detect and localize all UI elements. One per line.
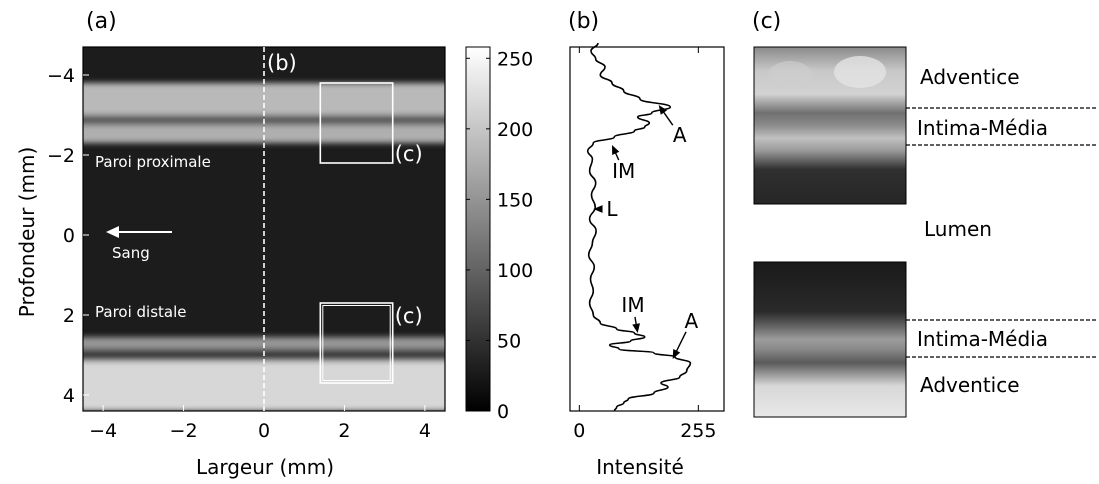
panel-a-ytick-label: −4 bbox=[47, 65, 75, 87]
colorbar-tick-label: 50 bbox=[497, 330, 521, 352]
panel-a-xtick-label: 2 bbox=[338, 420, 350, 442]
blood-flow-arrowhead bbox=[106, 226, 119, 238]
panel-a-xtick-label: −2 bbox=[170, 420, 198, 442]
panel-b-xtick-label: 255 bbox=[680, 420, 716, 442]
colorbar-tick-label: 200 bbox=[497, 119, 533, 141]
label-adventice-bottom: Adventice bbox=[920, 373, 1020, 397]
zoom-top-bright-spot bbox=[834, 56, 886, 88]
label-adventice-top: Adventice bbox=[920, 65, 1020, 89]
profile-annotations: A IM L IM A bbox=[593, 105, 698, 359]
panel-c: (c) Adventice Intima-Média Lumen Intima-… bbox=[752, 9, 1097, 418]
annotation-label-4: A bbox=[684, 309, 698, 333]
panel-b-label: (b) bbox=[568, 9, 599, 34]
annotation-arrowhead-2 bbox=[593, 205, 603, 213]
image-layer-2 bbox=[83, 125, 445, 143]
distal-wall-label: Paroi distale bbox=[95, 303, 187, 321]
panel-a-ytick-label: 0 bbox=[63, 225, 75, 247]
zoom-top-bright-spot-2 bbox=[768, 61, 812, 89]
panel-a-xtick-label: −4 bbox=[89, 420, 117, 442]
label-lumen: Lumen bbox=[924, 217, 992, 241]
zoom-bottom-image bbox=[753, 261, 907, 418]
colorbar-tick-label: 100 bbox=[497, 260, 533, 282]
panel-b-xtick-label: 0 bbox=[573, 420, 585, 442]
colorbar-tick-label: 250 bbox=[497, 48, 533, 70]
colorbar-tick-label: 150 bbox=[497, 189, 533, 211]
colorbar-gradient bbox=[465, 46, 491, 412]
colorbar: 0 50 100 150 200 250 bbox=[465, 46, 533, 423]
roi-label-bottom: (c) bbox=[395, 304, 423, 328]
annotation-arrowhead-0 bbox=[658, 105, 668, 115]
panel-a-ytick-label: −2 bbox=[47, 145, 75, 167]
label-intima-media-top: Intima-Média bbox=[917, 116, 1048, 140]
roi-label-top: (c) bbox=[395, 142, 423, 166]
label-intima-media-bottom: Intima-Média bbox=[917, 327, 1048, 351]
panel-c-label: (c) bbox=[752, 9, 781, 34]
annotation-label-3: IM bbox=[621, 293, 644, 317]
panel-a: (a) (b) (c) (c) Paroi proximale Paroi di… bbox=[15, 9, 446, 479]
roi-box-top bbox=[319, 82, 394, 164]
panel-a-xtick-label: 4 bbox=[419, 420, 431, 442]
panel-a-ytick-label: 2 bbox=[63, 305, 75, 327]
annotation-arrow-4 bbox=[674, 331, 687, 354]
annotation-label-0: A bbox=[673, 123, 687, 147]
annotation-arrowhead-4 bbox=[672, 349, 681, 359]
panel-a-xtick-label: 0 bbox=[258, 420, 270, 442]
panel-a-xlabel: Largeur (mm) bbox=[196, 455, 334, 479]
panel-b-axes: 0 255 bbox=[573, 47, 716, 442]
panel-a-ylabel: Profondeur (mm) bbox=[15, 147, 39, 318]
blood-flow-label: Sang bbox=[112, 244, 150, 262]
profile-marker-label: (b) bbox=[267, 51, 297, 75]
annotation-arrowhead-1 bbox=[612, 145, 620, 155]
panel-b: (b) A IM L IM A 0 255 Intensité bbox=[568, 9, 725, 479]
annotation-label-2: L bbox=[606, 197, 618, 221]
panel-a-axes: −4 −2 0 2 4 −4 −2 0 2 4 bbox=[47, 65, 431, 442]
roi-box-bottom bbox=[319, 302, 394, 384]
annotation-arrowhead-3 bbox=[632, 323, 640, 333]
colorbar-ticks: 0 50 100 150 200 250 bbox=[466, 48, 533, 423]
proximal-wall-label: Paroi proximale bbox=[95, 153, 211, 171]
colorbar-tick-label: 0 bbox=[497, 401, 509, 423]
panel-a-label: (a) bbox=[86, 9, 117, 34]
annotation-label-1: IM bbox=[612, 159, 635, 183]
panel-b-xlabel: Intensité bbox=[596, 455, 684, 479]
intensity-profile-line bbox=[586, 42, 692, 412]
panel-a-ytick-label: 4 bbox=[63, 385, 75, 407]
roi-box-bottom-inner bbox=[322, 305, 391, 381]
